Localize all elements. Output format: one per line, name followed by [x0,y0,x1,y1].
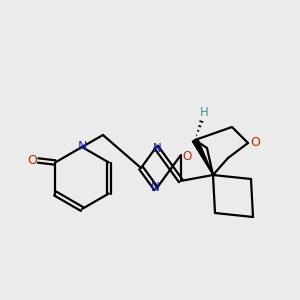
Text: O: O [182,150,191,163]
Text: O: O [27,154,37,167]
Polygon shape [192,139,213,175]
Text: N: N [153,142,162,154]
Text: N: N [151,182,160,194]
Text: N: N [77,140,87,152]
Text: H: H [200,106,208,118]
Text: O: O [250,136,260,149]
